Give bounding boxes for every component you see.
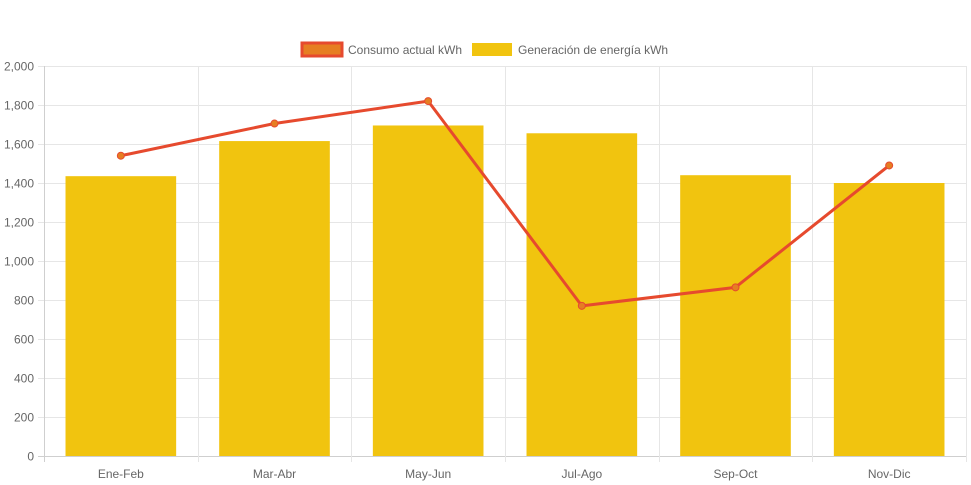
chart-legend[interactable]: Consumo actual kWh Generación de energía… bbox=[300, 41, 668, 58]
x-axis: Ene-Feb Mar-Abr May-Jun Jul-Ago Sep-Oct Nov-D… bbox=[98, 467, 911, 481]
y-axis: 0 200 400 600 800 1,000 1,200 1,400 1,600 1,800 2,… bbox=[4, 60, 34, 464]
x-tick-label: May-Jun bbox=[405, 467, 451, 481]
line-point bbox=[270, 119, 279, 128]
line-series-consumo bbox=[116, 97, 894, 310]
line-point bbox=[577, 301, 586, 310]
bar-series-generacion bbox=[65, 125, 945, 457]
y-tick-label: 400 bbox=[14, 372, 34, 386]
bar bbox=[65, 176, 177, 457]
grid-lines bbox=[38, 66, 967, 462]
line-point bbox=[424, 97, 433, 106]
line-point bbox=[885, 161, 894, 170]
y-tick-label: 1,400 bbox=[4, 177, 34, 191]
y-tick-label: 1,200 bbox=[4, 216, 34, 230]
x-tick-label: Mar-Abr bbox=[253, 467, 296, 481]
bar bbox=[526, 133, 638, 456]
x-tick-label: Ene-Feb bbox=[98, 467, 144, 481]
x-tick-label: Sep-Oct bbox=[713, 467, 758, 481]
bar bbox=[680, 175, 791, 456]
bar bbox=[372, 125, 484, 456]
legend-swatch-consumo bbox=[300, 41, 344, 58]
line-point bbox=[731, 283, 740, 292]
legend-label-generacion: Generación de energía kWh bbox=[518, 43, 668, 57]
y-tick-label: 1,600 bbox=[4, 138, 34, 152]
legend-item-generacion[interactable]: Generación de energía kWh bbox=[472, 43, 668, 57]
legend-label-consumo: Consumo actual kWh bbox=[348, 43, 462, 57]
y-tick-label: 1,000 bbox=[4, 255, 34, 269]
bar bbox=[219, 141, 330, 456]
y-tick-label: 800 bbox=[14, 294, 34, 308]
bar bbox=[833, 183, 945, 456]
legend-item-consumo[interactable]: Consumo actual kWh bbox=[300, 41, 462, 58]
y-tick-label: 0 bbox=[27, 450, 34, 464]
x-tick-label: Nov-Dic bbox=[868, 467, 911, 481]
y-tick-label: 2,000 bbox=[4, 60, 34, 74]
y-tick-label: 600 bbox=[14, 333, 34, 347]
legend-swatch-generacion bbox=[472, 43, 512, 56]
x-tick-label: Jul-Ago bbox=[561, 467, 602, 481]
y-tick-label: 200 bbox=[14, 411, 34, 425]
line-point bbox=[116, 151, 125, 160]
y-tick-label: 1,800 bbox=[4, 99, 34, 113]
line-path bbox=[120, 99, 891, 308]
